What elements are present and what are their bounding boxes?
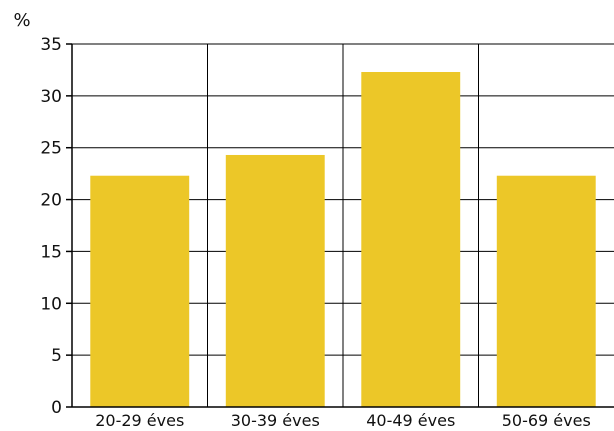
y-tick-label: 35 xyxy=(40,35,62,55)
y-tick-label: 20 xyxy=(40,191,62,211)
labels-layer: % 0 5 10 15 20 25 30 35 20-29 éves 30-39 éves 40-4… xyxy=(13,10,590,430)
y-tick-label: 25 xyxy=(40,139,62,159)
x-category-label: 40-49 éves xyxy=(366,411,455,430)
x-category-label: 30-39 éves xyxy=(231,411,320,430)
y-tick-label: 15 xyxy=(40,242,62,262)
x-category-label: 50-69 éves xyxy=(502,411,591,430)
bar xyxy=(361,72,461,407)
bar xyxy=(225,154,325,407)
axes-layer xyxy=(66,43,614,408)
y-tick-label: 10 xyxy=(40,294,62,314)
y-tick-label: 5 xyxy=(51,346,62,366)
y-tick-label: 0 xyxy=(51,398,62,418)
x-category-label: 20-29 éves xyxy=(95,411,184,430)
y-axis-unit-label: % xyxy=(13,10,30,31)
bar xyxy=(90,175,190,407)
y-tick-label: 30 xyxy=(40,87,62,107)
bar xyxy=(496,175,596,407)
bars-layer xyxy=(90,72,596,407)
